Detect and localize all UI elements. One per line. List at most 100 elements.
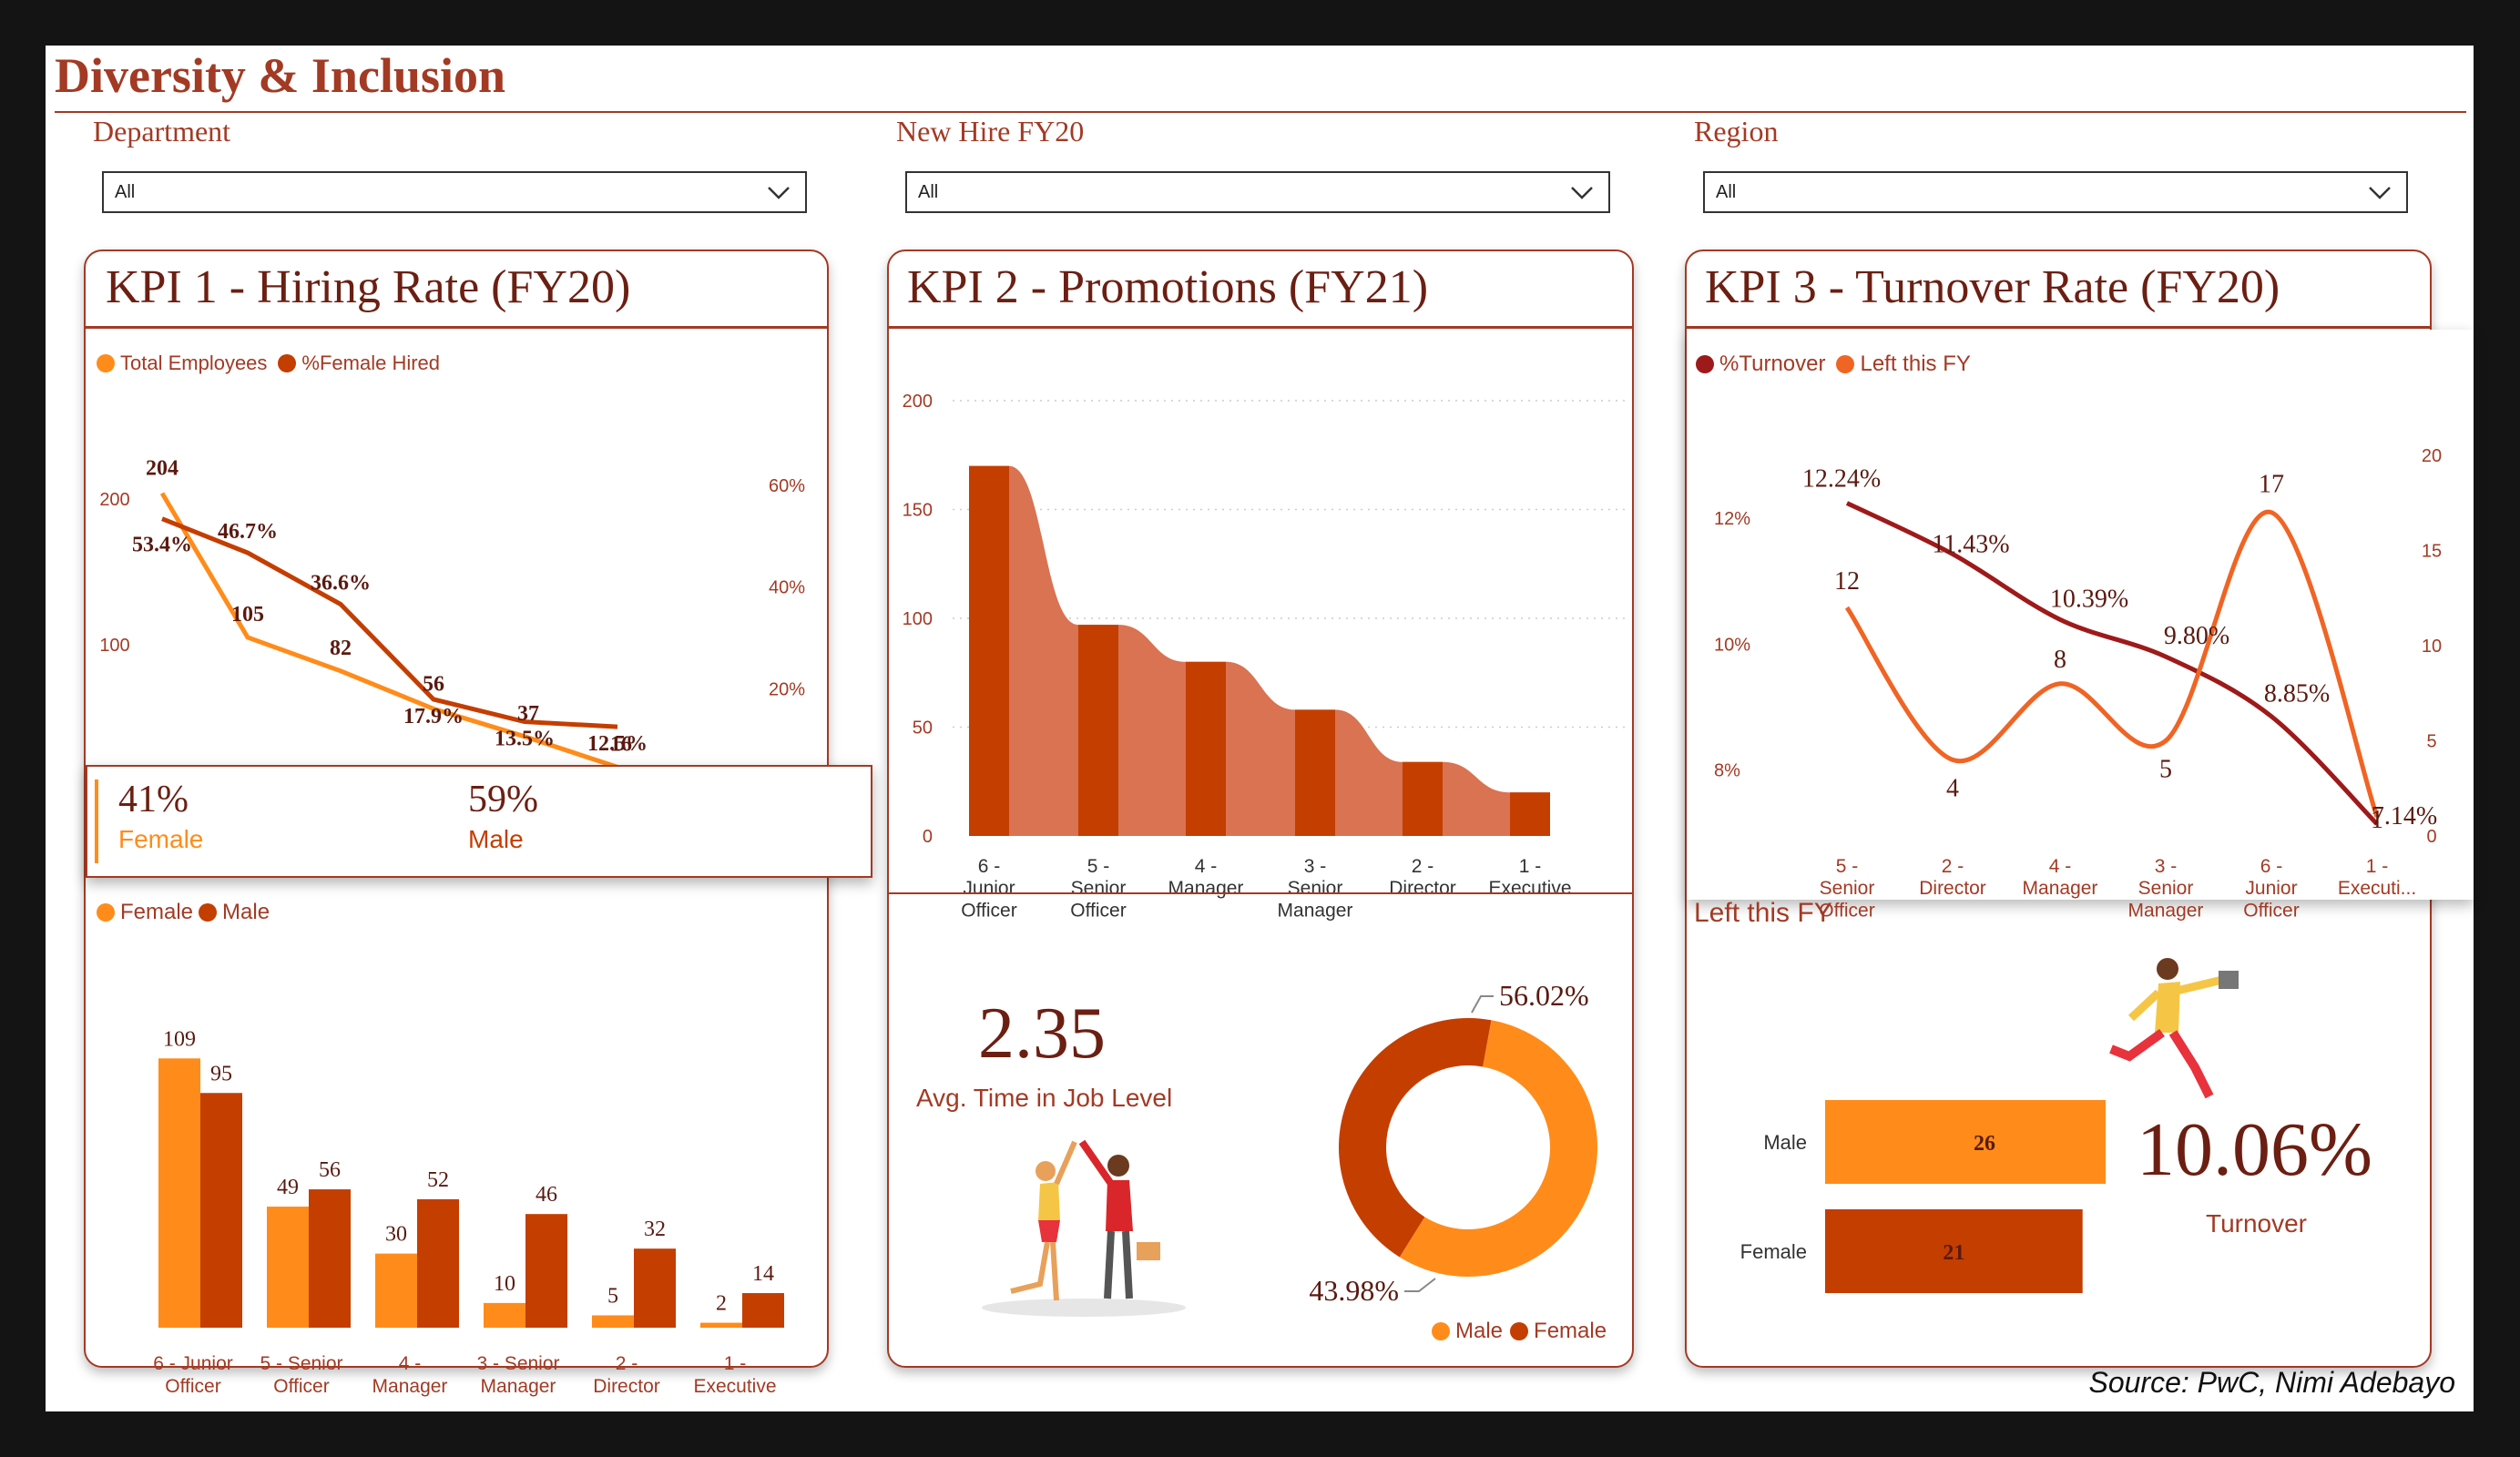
y-left-tick-label: 100 xyxy=(99,636,129,656)
department-dropdown-value: All xyxy=(115,182,136,202)
series-line-female-hired xyxy=(161,516,618,729)
legend-swatch xyxy=(97,903,115,922)
kpi3-title-divider xyxy=(1687,326,2430,329)
region-dropdown-value: All xyxy=(1716,182,1737,202)
avg-time-value: 2.35 xyxy=(978,993,1106,1074)
data-label-left-this-fy: 17 xyxy=(2259,471,2284,499)
gender-summary-box xyxy=(86,765,872,878)
data-label-female-hired: 53.4% xyxy=(132,534,192,557)
region-dropdown[interactable]: All xyxy=(1703,171,2408,213)
y-right-tick-label: 20% xyxy=(769,679,805,699)
data-label-female: 30 xyxy=(385,1223,407,1247)
donut-legend: Male Female xyxy=(1432,1319,1607,1344)
bar-male xyxy=(417,1198,459,1328)
x-tick-label: 4 -Manager xyxy=(2023,856,2098,899)
bar-male xyxy=(634,1248,676,1328)
legend-female-hired: %Female Hired xyxy=(301,352,441,374)
data-label-male: 32 xyxy=(644,1218,666,1241)
legend-male: Male xyxy=(222,900,270,924)
bar-promotions xyxy=(969,465,1009,836)
legend-swatch xyxy=(1836,355,1855,373)
department-dropdown[interactable]: All xyxy=(102,171,807,213)
hiring-rate-chart: 010020020%40%60%2041058256371653.4%46.7%… xyxy=(99,457,805,801)
x-tick-label: 3 -Senior Manager xyxy=(1278,856,1353,921)
y-tick-label: 0 xyxy=(923,827,933,847)
data-label-total-employees: 56 xyxy=(423,672,444,696)
legend-female: Female xyxy=(120,900,194,924)
data-label-total-employees: 37 xyxy=(517,702,539,726)
data-label-male: 95 xyxy=(210,1062,232,1085)
data-label-male: 56 xyxy=(319,1158,341,1182)
y-left-tick-label: 12% xyxy=(1714,509,1750,529)
y-tick-label: 50 xyxy=(913,718,933,739)
legend-turnover: %Turnover xyxy=(1719,352,1826,376)
bar-male xyxy=(742,1293,784,1328)
legend-swatch xyxy=(1696,355,1714,373)
chevron-down-icon xyxy=(2369,187,2391,199)
y-tick-label: 200 xyxy=(903,392,933,412)
x-tick-label: 4 -Manager xyxy=(372,1353,448,1397)
legend-swatch xyxy=(199,903,218,922)
data-label-turnover: 9.80% xyxy=(2164,622,2229,650)
leader-line xyxy=(1404,1278,1436,1292)
title-divider xyxy=(55,111,2466,113)
new-hire-dropdown-value: All xyxy=(918,182,939,202)
series-line-total-employees xyxy=(159,492,618,769)
y-tick-label: 150 xyxy=(903,501,933,521)
y-tick-label: Male xyxy=(1763,1131,1807,1154)
x-tick-label: 3 - Senior Manager xyxy=(476,1353,559,1397)
y-right-tick-label: 40% xyxy=(769,578,805,598)
data-label-female-hired: 13.5% xyxy=(495,728,555,751)
promotions-chart: 0 50 100 150 200 6 -Junior Officer 5 -Senior Off… xyxy=(903,392,1627,921)
filter-label-new-hire: New Hire FY20 xyxy=(896,115,1085,148)
turnover-panel xyxy=(1687,330,2474,900)
bar-female xyxy=(267,1207,309,1328)
legend-swatch xyxy=(1432,1322,1450,1340)
male-share: 59% xyxy=(468,779,538,820)
turnover-value: 10.06% xyxy=(2137,1107,2372,1192)
data-label-female-hired: 46.7% xyxy=(218,520,278,544)
data-label-left-this-fy: 8 xyxy=(2054,646,2066,674)
legend-swatch xyxy=(1510,1322,1529,1340)
y-right-tick-label: 15 xyxy=(2422,542,2442,562)
data-label-female-hired: 17.9% xyxy=(403,705,464,728)
bar-female xyxy=(484,1302,525,1328)
y-right-tick-label: 10 xyxy=(2422,637,2442,657)
hiring-legend: Total Employees %Female Hired xyxy=(97,352,440,375)
x-tick-label: 2 -Director xyxy=(593,1353,660,1397)
x-tick-label: 5 -Senior Officer xyxy=(1070,856,1126,921)
source-note: Source: PwC, Nimi Adebayo xyxy=(2088,1366,2455,1399)
new-hire-dropdown[interactable]: All xyxy=(905,171,1610,213)
bar-promotions xyxy=(1295,709,1335,836)
legend-swatch xyxy=(278,354,297,372)
data-label-left-this-fy: 4 xyxy=(1946,774,1959,802)
bar-female xyxy=(700,1322,742,1328)
data-label-left-this-fy: 1 xyxy=(2371,806,2383,834)
leader-line xyxy=(1471,995,1494,1014)
donut-label-female: 43.98% xyxy=(1309,1274,1399,1307)
x-tick-label: 6 - Junior Officer xyxy=(153,1353,233,1397)
y-left-tick-label: 200 xyxy=(99,490,129,510)
hires-by-gender-chart: 109 95 6 - Junior Officer 49 56 5 - Senior Offi… xyxy=(153,1027,784,1397)
chevron-down-icon xyxy=(768,187,790,199)
donut-slice-male xyxy=(1399,1020,1597,1277)
avg-time-label: Avg. Time in Job Level xyxy=(916,1084,1173,1112)
donut-label-male: 56.02% xyxy=(1499,979,1589,1012)
y-tick-label: Female xyxy=(1740,1240,1807,1263)
data-label-total-employees: 204 xyxy=(146,457,179,481)
filter-label-region: Region xyxy=(1694,115,1779,148)
bar-female xyxy=(592,1315,634,1328)
data-label-female: 10 xyxy=(494,1272,515,1296)
dashboard: Diversity & Inclusion Department All New… xyxy=(46,46,2474,1411)
data-label-turnover: 10.39% xyxy=(2050,585,2128,613)
bar-promotions xyxy=(1403,761,1443,836)
x-tick-label: 1 -Executive xyxy=(693,1353,776,1397)
data-label-female-hired: 12.5% xyxy=(587,732,648,756)
page-title: Diversity & Inclusion xyxy=(55,48,506,103)
y-left-tick-label: 10% xyxy=(1714,635,1750,655)
hires-gender-legend: Female Male xyxy=(97,900,270,925)
bar-promotions xyxy=(1078,625,1118,836)
x-tick-label: 5 -Senior Officer xyxy=(1819,856,1874,921)
legend-total-employees: Total Employees xyxy=(120,352,268,374)
data-label-male: 14 xyxy=(752,1262,774,1286)
